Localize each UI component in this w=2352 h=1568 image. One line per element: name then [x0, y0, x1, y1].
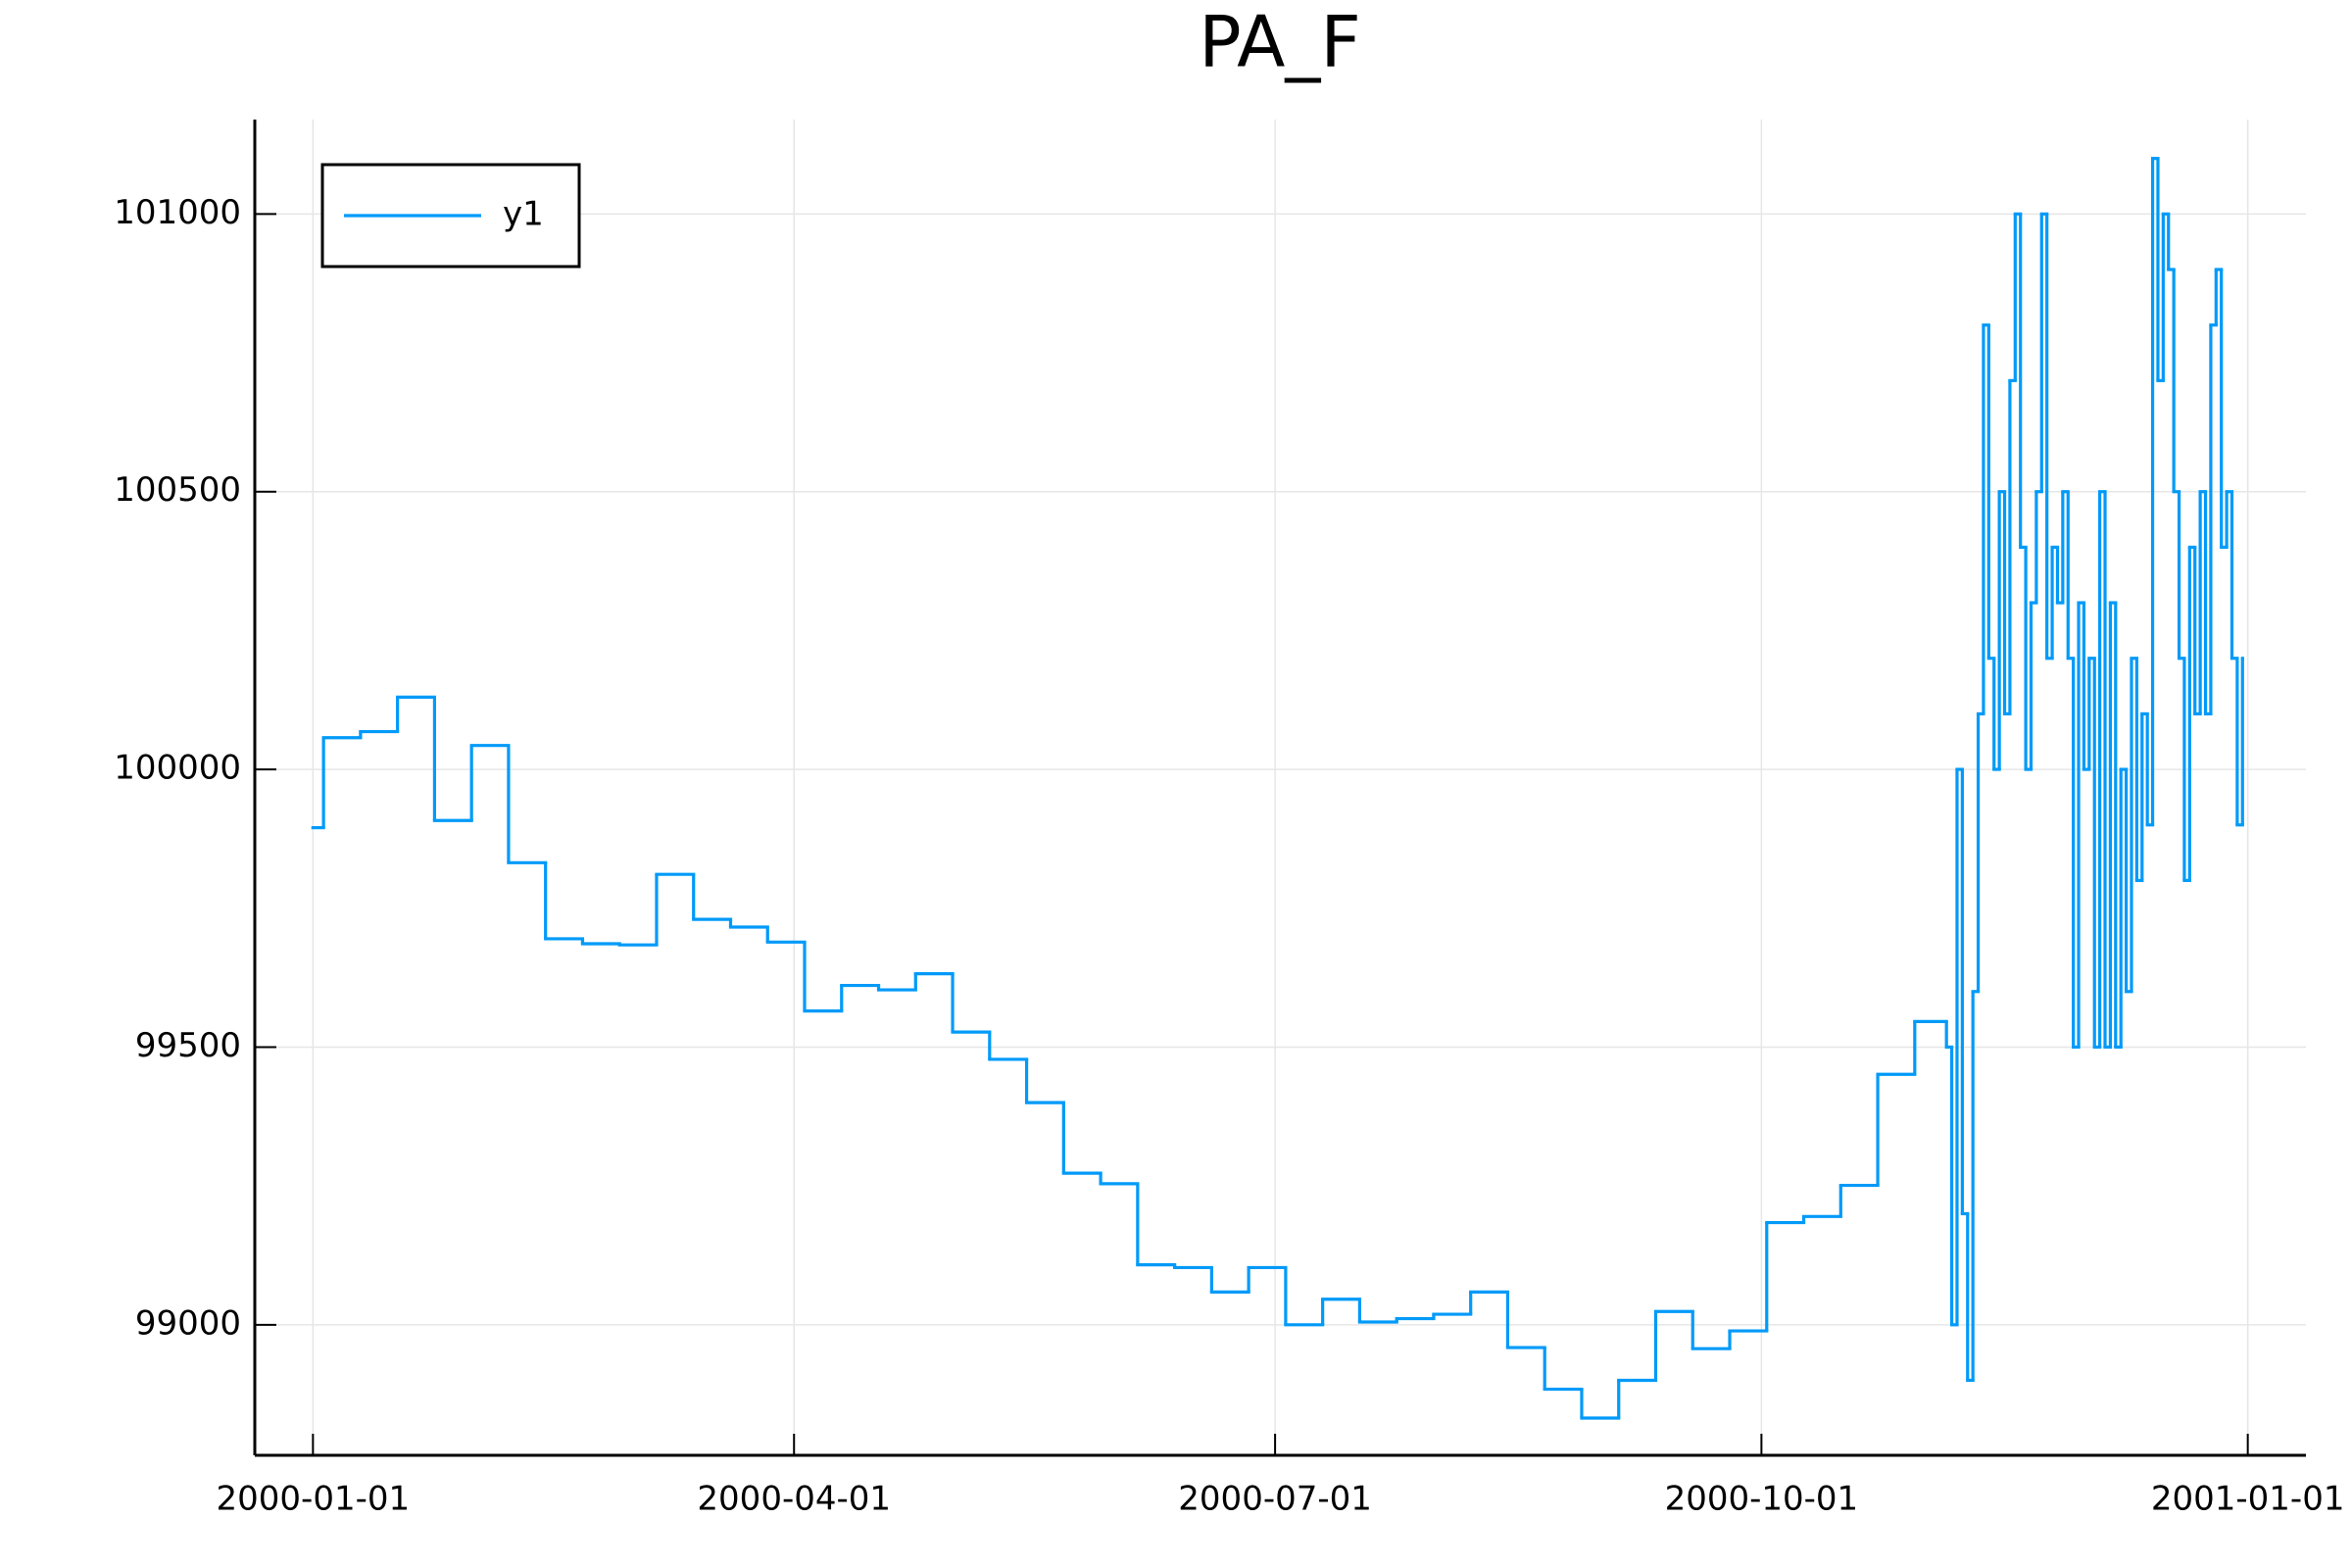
y-tick-label: 100000 — [114, 749, 241, 788]
legend-label: y1 — [503, 195, 544, 234]
step-riser — [321, 158, 2244, 1419]
x-tick-label: 2000-01-01 — [217, 1480, 411, 1519]
y-tick-label: 101000 — [114, 193, 241, 232]
x-tick-label: 2000-07-01 — [1178, 1480, 1372, 1519]
x-tick-label: 2000-10-01 — [1665, 1480, 1859, 1519]
y-tick-label: 100500 — [114, 470, 241, 510]
x-tick-label: 2001-01-01 — [2151, 1480, 2345, 1519]
y-tick-label: 99000 — [135, 1303, 241, 1343]
y-tick-label: 99500 — [135, 1026, 241, 1065]
chart-title: PA_F — [1199, 1, 1360, 83]
x-tick-label: 2000-04-01 — [697, 1480, 891, 1519]
series-line — [311, 157, 2244, 1420]
